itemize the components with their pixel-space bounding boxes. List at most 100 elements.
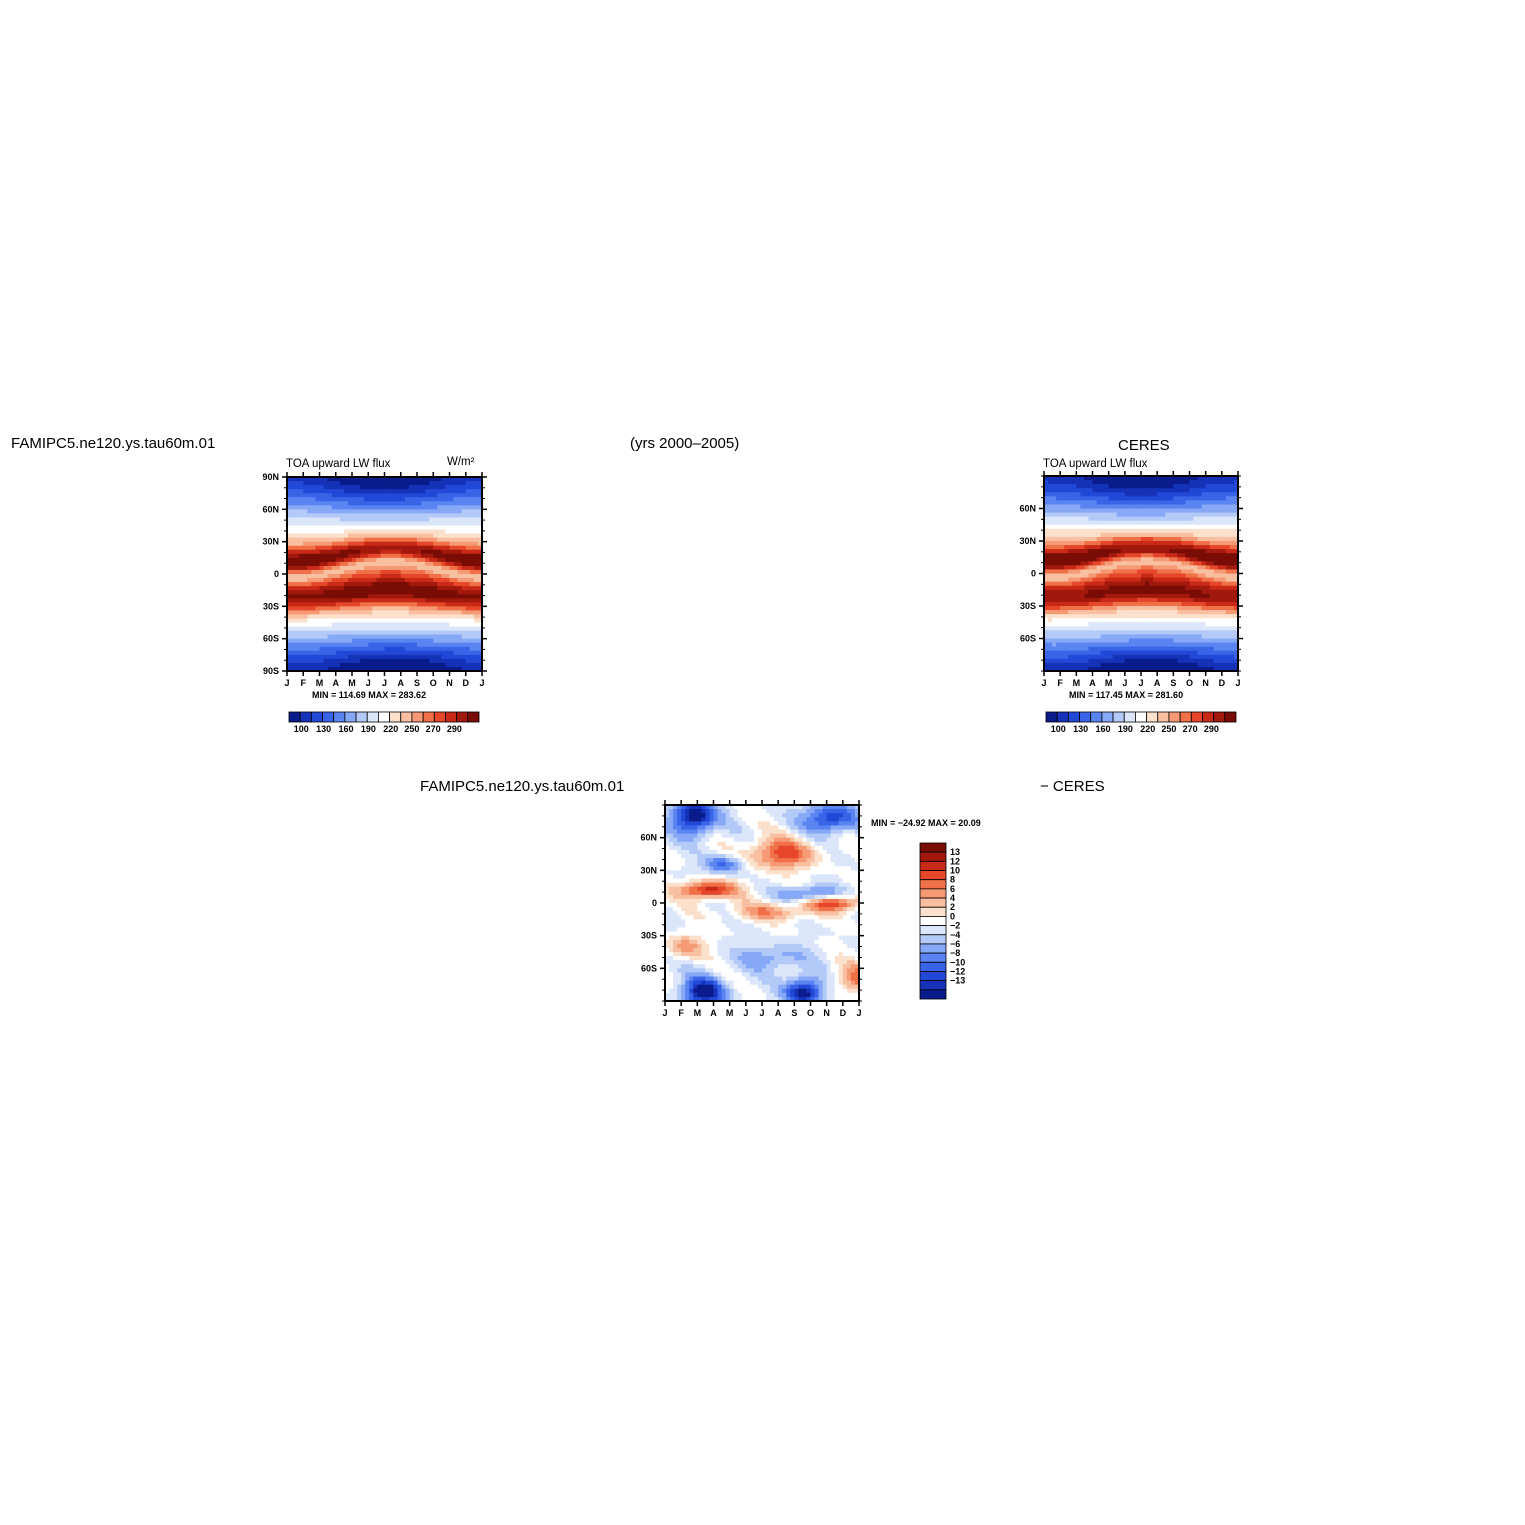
heatmap-cell [673,817,678,822]
heatmap-cell [1189,492,1195,497]
heatmap-cell [1104,650,1110,656]
heatmap-cell [465,610,471,616]
heatmap-cell [677,821,682,827]
heatmap-cell [388,626,394,632]
heatmap-cell [1100,557,1106,562]
heatmap-cell [1072,545,1077,550]
heatmap-cell [461,610,467,616]
heatmap-cell [1116,508,1122,514]
heatmap-cell [1189,606,1195,611]
heatmap-cell [1217,634,1223,640]
heatmap-cell [339,509,345,514]
heatmap-cell [469,537,475,543]
heatmap-cell [1161,597,1166,603]
heatmap-cell [343,610,349,616]
heatmap-cell [1173,528,1178,534]
heatmap-cell [1221,654,1227,660]
heatmap-cell [1104,662,1110,668]
heatmap-cell [388,662,394,668]
heatmap-cell [1153,476,1158,481]
heatmap-cell [1044,646,1049,652]
heatmap-cell [1064,528,1069,534]
heatmap-cell [1225,646,1231,652]
heatmap-cell [412,582,418,587]
heatmap-cell [1072,476,1077,481]
heatmap-cell [429,541,434,547]
heatmap-cell [384,553,390,559]
heatmap-cell [1076,597,1081,603]
heatmap-cell [461,541,467,547]
heatmap-cell [1233,496,1239,501]
heatmap-cell [303,590,308,595]
heatmap-cell [1096,654,1102,660]
heatmap-cell [1145,606,1150,611]
heatmap-cell [331,662,337,668]
heatmap-cell [1181,642,1187,648]
heatmap-cell [291,610,296,616]
heatmap-cell [1112,577,1118,583]
heatmap-cell [1088,516,1094,522]
heatmap-cell [1141,626,1146,631]
heatmap-cell [1124,500,1130,506]
heatmap-cell [457,525,463,531]
heatmap-cell [449,586,455,591]
heatmap-cell [473,594,479,599]
heatmap-cell [299,545,304,551]
heatmap-cell [360,513,365,519]
heatmap-cell [291,642,296,648]
heatmap-cell [681,829,686,835]
heatmap-cell [1112,638,1118,644]
heatmap-cell [1072,634,1077,640]
heatmap-cell [1104,585,1110,591]
heatmap-cell [469,493,475,498]
heatmap-cell [1145,618,1150,623]
heatmap-cell [1104,496,1110,501]
heatmap-cell [1120,654,1126,660]
heatmap-cell [299,569,304,575]
heatmap-cell [1165,626,1170,631]
heatmap-cell [1229,557,1235,562]
colorbar-swatch [1190,711,1203,723]
heatmap-cell [477,485,483,490]
heatmap-cell [1072,658,1077,664]
heatmap-cell [1092,524,1098,530]
heatmap-cell [339,606,345,611]
heatmap-cell [1136,658,1142,664]
heatmap-cell [457,501,463,506]
heatmap-cell [1052,662,1057,668]
heatmap-cell [307,602,312,607]
heatmap-cell [335,557,341,563]
heatmap-cell [1080,642,1086,648]
heatmap-cell [473,574,479,579]
heatmap-cell [1189,561,1195,566]
heatmap-cell [1080,557,1086,562]
heatmap-cell [1072,618,1077,623]
heatmap-cell [307,541,312,547]
heatmap-cell [473,666,479,672]
heatmap-cell [311,541,317,547]
heatmap-cell [417,549,422,555]
heatmap-cell [1197,480,1203,485]
heatmap-cell [1201,484,1207,489]
heatmap-cell [384,610,390,616]
heatmap-cell [1108,585,1114,591]
heatmap-cell [441,606,447,611]
heatmap-cell [1100,630,1106,636]
heatmap-cell [327,614,333,620]
heatmap-cell [291,505,296,510]
heatmap-cell [287,549,292,555]
heatmap-cell [360,594,365,599]
heatmap-cell [1072,666,1077,672]
heatmap-cell [1173,581,1178,587]
heatmap-cell [457,662,463,668]
heatmap-cell [1064,614,1069,619]
heatmap-cell [1169,638,1174,644]
heatmap-cell [356,590,361,595]
heatmap-cell [1100,573,1106,579]
heatmap-cell [1124,476,1130,481]
heatmap-cell [465,582,471,587]
heatmap-cell [291,485,296,490]
heatmap-cell [1084,536,1090,542]
heatmap-cell [315,545,321,551]
heatmap-cell [669,882,674,888]
